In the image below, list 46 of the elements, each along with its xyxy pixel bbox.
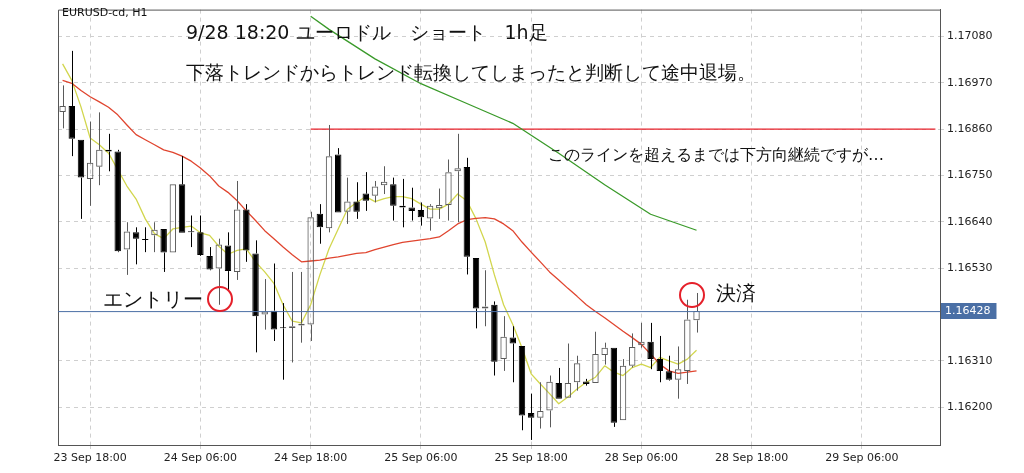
x-tick-label: 25 Sep 06:00 — [384, 451, 458, 465]
candlestick — [178, 155, 186, 233]
ref-line-label: 1.16428 — [945, 303, 991, 317]
x-tick-label: 24 Sep 18:00 — [273, 451, 348, 465]
annotation: 決済 — [716, 280, 756, 307]
candlestick — [656, 335, 663, 383]
candlestick — [509, 325, 516, 383]
x-tick-label: 28 Sep 06:00 — [604, 451, 679, 465]
candlestick — [647, 322, 654, 370]
y-tick-label: 1.16530 — [947, 261, 993, 274]
candlestick — [132, 226, 140, 265]
candlestick — [206, 246, 213, 270]
candlestick — [555, 367, 562, 399]
candlestick — [665, 355, 673, 380]
y-tick-label: 1.16750 — [947, 168, 993, 182]
x-tick-label: 25 Sep 18:00 — [494, 451, 568, 465]
annotation: エントリー — [103, 286, 203, 313]
candlestick — [491, 300, 498, 377]
candlestick — [527, 393, 535, 441]
x-tick-label: 28 Sep 18:00 — [714, 451, 789, 465]
candlestick — [270, 263, 278, 342]
candlestick — [197, 215, 204, 256]
candlestick — [610, 347, 618, 428]
candlestick — [518, 346, 526, 431]
y-tick-label: 1.16200 — [947, 399, 993, 413]
x-tick-label: 23 Sep 18:00 — [53, 451, 127, 465]
candlestick — [68, 50, 75, 157]
candlestick — [114, 149, 121, 252]
candlestick — [224, 231, 232, 291]
text: 9/28 18:20 ユーロドル ショート 1h足 — [186, 20, 548, 45]
y-tick-label: 1.16640 — [947, 214, 993, 228]
candlestick — [77, 139, 85, 220]
x-tick-label: 24 Sep 06:00 — [163, 451, 238, 465]
candlestick — [583, 378, 590, 387]
y-tick-label: 1.17080 — [947, 29, 993, 43]
candlestick — [463, 157, 471, 275]
x-tick-label: 29 Sep 06:00 — [825, 451, 899, 465]
y-tick-label: 1.16970 — [947, 75, 993, 89]
y-tick-label: 1.16310 — [947, 353, 993, 367]
candlestick — [353, 181, 360, 220]
y-tick-label: 1.16860 — [947, 122, 993, 136]
candlestick — [390, 177, 397, 222]
candlestick — [252, 239, 259, 353]
annotation: EURUSD-cd, H1 — [62, 6, 148, 19]
candlestick — [335, 147, 342, 213]
candlestick — [243, 203, 250, 263]
